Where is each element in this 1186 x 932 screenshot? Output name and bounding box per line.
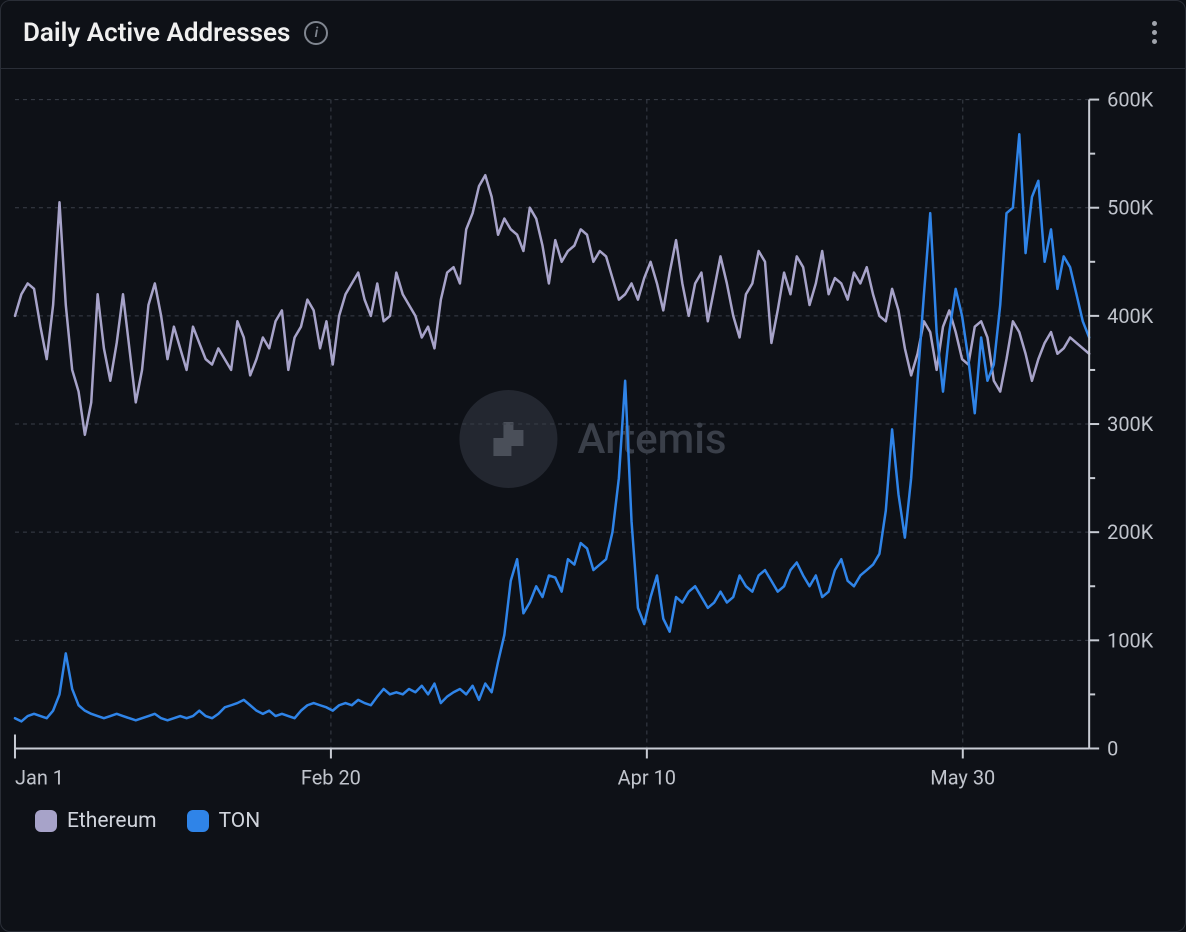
legend: Ethereum TON (1, 809, 1185, 853)
svg-text:May 30: May 30 (930, 765, 995, 789)
svg-text:600K: 600K (1107, 88, 1154, 112)
svg-text:200K: 200K (1107, 520, 1154, 544)
line-chart[interactable]: 0 100K 200K 300K 400K 500K 600K Jan 1 Feb 20 Apr … (1, 69, 1185, 809)
svg-text:Apr 10: Apr 10 (618, 765, 676, 789)
legend-label: Ethereum (67, 809, 157, 833)
kebab-menu-icon[interactable] (1146, 15, 1163, 50)
svg-text:300K: 300K (1107, 412, 1154, 436)
svg-text:100K: 100K (1107, 628, 1154, 652)
svg-text:0: 0 (1107, 736, 1118, 760)
info-icon[interactable]: i (304, 21, 328, 45)
legend-swatch (35, 810, 57, 832)
header-left: Daily Active Addresses i (23, 18, 328, 48)
legend-label: TON (219, 809, 261, 833)
legend-item-ethereum[interactable]: Ethereum (35, 809, 157, 833)
legend-item-ton[interactable]: TON (187, 809, 261, 833)
chart-area: Artemis 0100K200K300K400K500K600KJan 1Fe… (1, 69, 1185, 809)
chart-title: Daily Active Addresses (23, 18, 290, 48)
legend-swatch (187, 810, 209, 832)
svg-text:Feb 20: Feb 20 (301, 765, 361, 789)
svg-text:500K: 500K (1107, 196, 1154, 220)
card-header: Daily Active Addresses i (1, 1, 1185, 69)
svg-text:400K: 400K (1107, 304, 1154, 328)
chart-card: Daily Active Addresses i Artemis 0100K20… (0, 0, 1186, 932)
svg-text:Jan 1: Jan 1 (15, 765, 64, 789)
